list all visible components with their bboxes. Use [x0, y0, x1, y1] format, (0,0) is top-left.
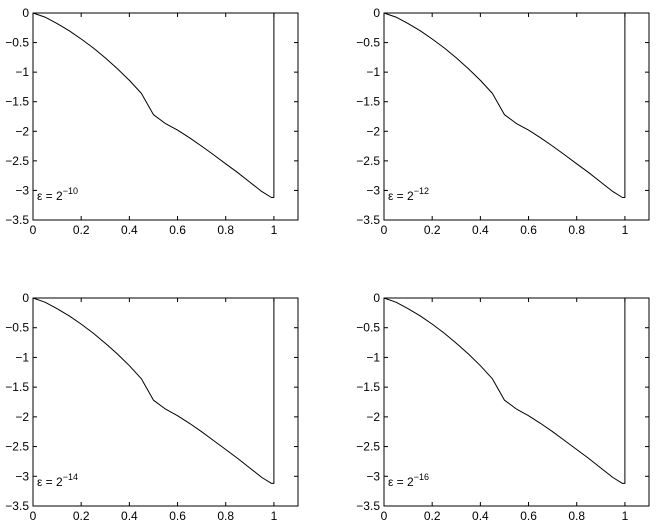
epsilon-annotation-base: ε = 2	[388, 475, 414, 489]
chart-panel: 0 0.2 0.4 0.6 0.8 1 0 −0.5 −1 −1.5 −2 −2.5 −3 −3.5 ε =…	[356, 6, 650, 237]
y-tick-label: −0.5	[5, 321, 29, 335]
x-tick-label: 0.8	[217, 223, 234, 237]
y-tick-label: −0.5	[5, 36, 29, 50]
y-tick-label: 0	[22, 291, 29, 305]
x-tick-label: 1	[622, 223, 629, 237]
y-tick-label: −2	[366, 124, 380, 138]
epsilon-annotation-base: ε = 2	[37, 189, 63, 203]
y-tick-label: −3.5	[356, 499, 380, 513]
x-tick-label: 1	[622, 509, 629, 520]
x-tick-label: 0.4	[121, 509, 138, 520]
panels: 0 0.2 0.4 0.6 0.8 1 0 −0.5 −1 −1.5 −2 −2.5 −3 −3.5 ε =…	[5, 6, 650, 520]
y-tick-label: −1.5	[356, 95, 380, 109]
x-tick-label: 0.8	[568, 509, 585, 520]
y-tick-label: −3	[15, 469, 29, 483]
x-tick-label: 0	[381, 223, 388, 237]
y-tick-label: −3.5	[5, 213, 29, 227]
y-tick-label: −2	[15, 124, 29, 138]
epsilon-annotation-exponent: −10	[63, 186, 78, 196]
y-tick-label: −0.5	[356, 36, 380, 50]
chart-panel: 0 0.2 0.4 0.6 0.8 1 0 −0.5 −1 −1.5 −2 −2.5 −3 −3.5 ε =…	[356, 291, 650, 520]
x-tick-label: 0.8	[217, 509, 234, 520]
y-tick-label: 0	[373, 6, 380, 20]
y-tick-label: −2.5	[5, 154, 29, 168]
y-tick-label: 0	[22, 6, 29, 20]
x-tick-label: 0.8	[568, 223, 585, 237]
series-line	[32, 297, 275, 484]
y-tick-label: −1.5	[5, 95, 29, 109]
y-tick-label: −2.5	[356, 440, 380, 454]
epsilon-annotation: ε = 2−10	[37, 186, 78, 203]
epsilon-annotation: ε = 2−12	[388, 186, 429, 203]
x-tick-label: 0.2	[73, 509, 90, 520]
series-line	[383, 12, 626, 198]
x-tick-label: 0.2	[424, 509, 441, 520]
x-tick-label: 1	[271, 509, 278, 520]
x-tick-label: 0.6	[520, 509, 537, 520]
x-tick-label: 0	[30, 509, 37, 520]
y-tick-label: −0.5	[356, 321, 380, 335]
epsilon-annotation-base: ε = 2	[388, 189, 414, 203]
axes-frame	[32, 297, 299, 507]
x-tick-label: 0.6	[169, 509, 186, 520]
y-tick-label: −3.5	[356, 213, 380, 227]
series-line	[383, 297, 626, 484]
y-tick-label: −1	[366, 350, 380, 364]
y-tick-label: −3	[366, 183, 380, 197]
y-tick-label: −1.5	[356, 380, 380, 394]
x-tick-label: 0.4	[472, 509, 489, 520]
y-tick-label: −1	[15, 65, 29, 79]
x-tick-label: 0.4	[472, 223, 489, 237]
y-tick-label: −2.5	[356, 154, 380, 168]
axes-frame	[32, 12, 299, 221]
x-tick-label: 0.2	[73, 223, 90, 237]
x-tick-label: 0	[381, 509, 388, 520]
x-tick-label: 0.2	[424, 223, 441, 237]
y-tick-label: −1	[15, 350, 29, 364]
y-tick-label: −3	[15, 183, 29, 197]
epsilon-annotation: ε = 2−14	[37, 472, 78, 489]
y-tick-label: 0	[373, 291, 380, 305]
x-tick-label: 0.6	[520, 223, 537, 237]
y-tick-label: −1.5	[5, 380, 29, 394]
x-tick-label: 0.4	[121, 223, 138, 237]
y-tick-label: −2	[366, 410, 380, 424]
y-tick-label: −3	[366, 469, 380, 483]
epsilon-annotation-exponent: −14	[63, 472, 78, 482]
y-tick-label: −1	[366, 65, 380, 79]
y-tick-label: −2	[15, 410, 29, 424]
axes-frame	[383, 12, 650, 221]
epsilon-annotation-base: ε = 2	[37, 475, 63, 489]
x-tick-label: 0	[30, 223, 37, 237]
x-tick-label: 1	[271, 223, 278, 237]
y-tick-label: −2.5	[5, 440, 29, 454]
epsilon-annotation: ε = 2−16	[388, 472, 429, 489]
x-tick-label: 0.6	[169, 223, 186, 237]
chart-panel: 0 0.2 0.4 0.6 0.8 1 0 −0.5 −1 −1.5 −2 −2.5 −3 −3.5 ε =…	[5, 291, 299, 520]
epsilon-annotation-exponent: −12	[414, 186, 429, 196]
y-tick-label: −3.5	[5, 499, 29, 513]
series-line	[32, 12, 275, 198]
axes-frame	[383, 297, 650, 507]
epsilon-annotation-exponent: −16	[414, 472, 429, 482]
chart-panel: 0 0.2 0.4 0.6 0.8 1 0 −0.5 −1 −1.5 −2 −2.5 −3 −3.5 ε =…	[5, 6, 299, 237]
